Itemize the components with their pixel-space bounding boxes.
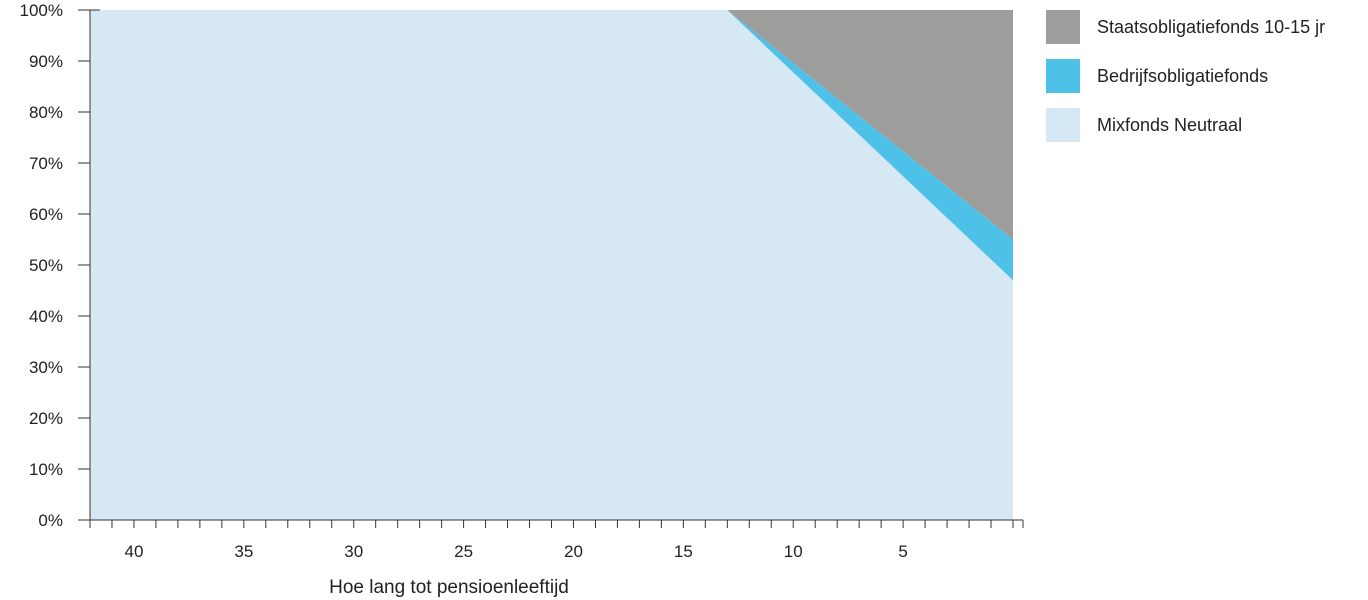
legend-swatch [1046, 108, 1080, 142]
x-tick-label: 30 [344, 542, 363, 561]
legend-item: Bedrijfsobligatiefonds [1046, 59, 1325, 93]
area-series-3 [90, 10, 1013, 240]
y-tick-label: 80% [29, 103, 63, 122]
legend-swatch [1046, 10, 1080, 44]
axes: 0% 10% 20% 30% 40% 50% 60% 70% 80% 90% 100% 40 35 30 2… [20, 1, 1024, 561]
y-tick-label: 60% [29, 205, 63, 224]
y-tick-label: 20% [29, 409, 63, 428]
x-axis-title: Hoe lang tot pensioenleeftijd [329, 577, 569, 598]
area-series-1 [90, 10, 1013, 520]
legend-swatch [1046, 59, 1080, 93]
plot-area [90, 10, 1013, 520]
y-tick-label: 70% [29, 154, 63, 173]
legend-label: Bedrijfsobligatiefonds [1097, 65, 1269, 86]
y-tick-label: 90% [29, 52, 63, 71]
legend-label: Staatsobligatiefonds 10-15 jr [1097, 16, 1326, 37]
x-tick-label: 20 [564, 542, 583, 561]
x-tick-label: 40 [124, 542, 143, 561]
x-tick-label: 10 [784, 542, 803, 561]
legend-item: Staatsobligatiefonds 10-15 jr [1046, 10, 1325, 44]
y-tick-label: 100% [20, 1, 63, 20]
y-tick-label: 30% [29, 358, 63, 377]
legend: Staatsobligatiefonds 10-15 jr Bedrijfsobl… [1046, 10, 1325, 157]
x-tick-label: 15 [674, 542, 693, 561]
x-tick-label: 5 [898, 542, 907, 561]
legend-item: Mixfonds Neutraal [1046, 108, 1325, 142]
stacked-area-chart: 0% 10% 20% 30% 40% 50% 60% 70% 80% 90% 100% 40 35 30 2… [20, 1, 1024, 598]
y-tick-label: 50% [29, 256, 63, 275]
y-tick-label: 10% [29, 460, 63, 479]
x-tick-label: 25 [454, 542, 473, 561]
y-tick-label: 0% [38, 511, 63, 530]
y-tick-label: 40% [29, 307, 63, 326]
x-tick-label: 35 [234, 542, 253, 561]
legend-label: Mixfonds Neutraal [1097, 114, 1243, 135]
